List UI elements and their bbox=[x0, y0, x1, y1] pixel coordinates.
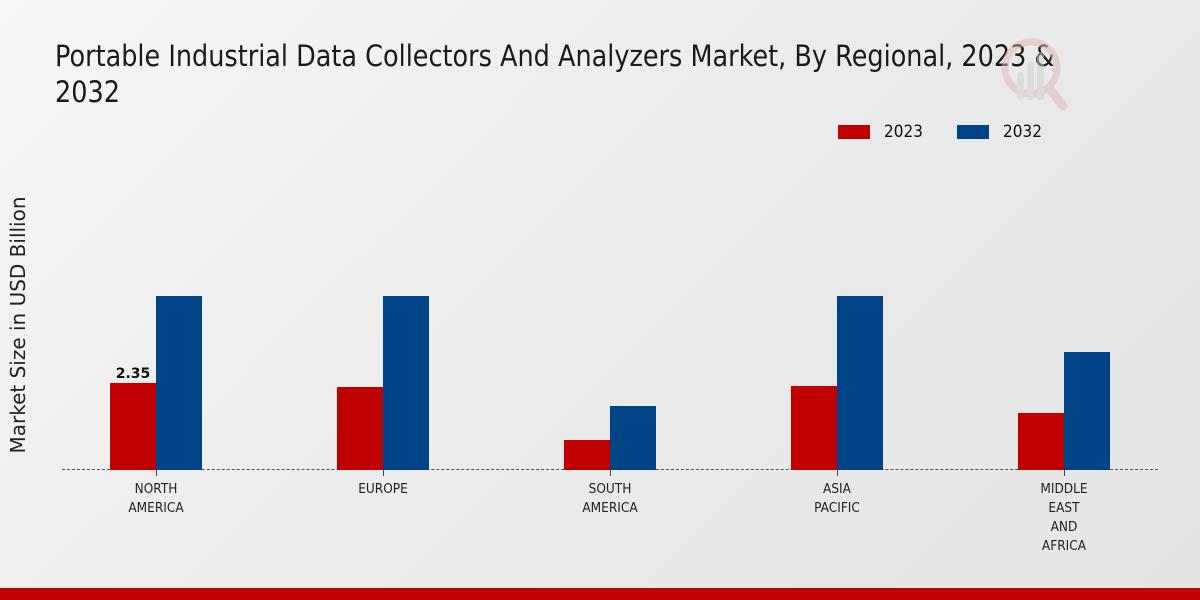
x-axis-category-label: SOUTH AMERICA bbox=[582, 481, 638, 516]
x-axis-category-label: ASIA PACIFIC bbox=[814, 481, 860, 516]
legend-item-2023[interactable]: 2023 bbox=[838, 122, 927, 142]
legend-swatch-2023 bbox=[838, 125, 870, 139]
x-axis-tick bbox=[383, 470, 384, 476]
x-axis-tick bbox=[1064, 470, 1065, 476]
legend-swatch-2032 bbox=[957, 125, 989, 139]
bar-2023[interactable] bbox=[564, 440, 610, 470]
legend-item-2032[interactable]: 2032 bbox=[957, 122, 1046, 142]
chart-title: Portable Industrial Data Collectors And … bbox=[55, 39, 1055, 109]
x-axis-tick bbox=[837, 470, 838, 476]
legend-label: 2023 bbox=[884, 122, 923, 142]
bar-2032[interactable] bbox=[1064, 351, 1110, 470]
x-axis-tick bbox=[610, 470, 611, 476]
bar-2023[interactable] bbox=[337, 387, 383, 470]
bar-2032[interactable] bbox=[610, 406, 656, 470]
bar-2032[interactable] bbox=[383, 296, 429, 470]
legend-label: 2032 bbox=[1003, 122, 1042, 142]
bar-2032[interactable] bbox=[837, 296, 883, 470]
x-axis-category-label: NORTH AMERICA bbox=[128, 481, 184, 516]
bar-value-label: 2.35 bbox=[115, 366, 151, 383]
bar-2023[interactable] bbox=[1018, 413, 1064, 470]
x-axis-category-label: MIDDLE EAST AND AFRICA bbox=[1040, 481, 1088, 554]
footer-bar bbox=[0, 588, 1200, 600]
x-axis-category-label: EUROPE bbox=[358, 481, 408, 497]
y-axis-label: Market Size in USD Billion bbox=[6, 196, 30, 454]
bar-2032[interactable] bbox=[156, 296, 202, 470]
bar-2023[interactable] bbox=[791, 386, 837, 470]
bar-2023[interactable] bbox=[110, 383, 156, 470]
x-axis-tick bbox=[156, 470, 157, 476]
logo-watermark-icon bbox=[1001, 38, 1068, 111]
plot-area: 2.35 bbox=[62, 150, 1158, 476]
